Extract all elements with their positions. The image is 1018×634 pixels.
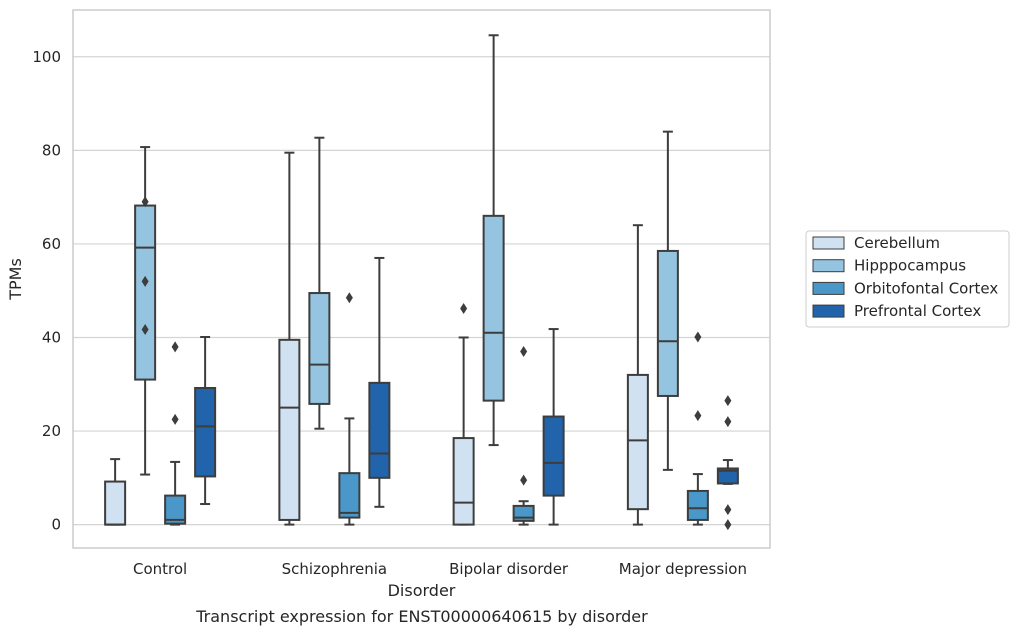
legend-label: Prefrontal Cortex — [854, 302, 981, 320]
box-body — [278, 338, 301, 521]
box-body — [368, 381, 391, 479]
legend-label: Cerebellum — [854, 234, 940, 252]
y-tick-label: 100 — [32, 48, 61, 66]
box-body — [104, 480, 127, 526]
x-tick-label: Control — [133, 560, 187, 578]
plot-frame — [72, 9, 771, 549]
box-body — [194, 387, 217, 478]
box-cerebellum — [278, 151, 301, 526]
outlier-point — [694, 410, 702, 422]
outlier-point — [460, 302, 468, 314]
box-prefrontal-cortex — [194, 336, 217, 506]
box-cerebellum — [452, 302, 475, 526]
box-prefrontal-cortex — [716, 395, 739, 531]
series-orbitofontal-cortex — [164, 292, 709, 526]
y-tick-label: 60 — [42, 235, 61, 253]
box-hipppocampus — [482, 34, 505, 447]
box-hipppocampus — [308, 136, 331, 430]
box-body — [512, 504, 535, 522]
legend: Cerebellum Hipppocampus Orbitofontal Corte… — [805, 230, 1010, 328]
x-tick-label: Bipolar disorder — [449, 560, 569, 578]
box-body — [452, 437, 475, 526]
box-body — [134, 204, 157, 381]
outlier-point — [345, 292, 353, 304]
outlier-point — [724, 504, 732, 516]
box-body — [716, 467, 739, 485]
legend-swatch — [812, 259, 845, 273]
series-prefrontal-cortex — [194, 256, 739, 531]
x-tick-label: Schizophrenia — [282, 560, 387, 578]
legend-frame — [805, 230, 1010, 328]
legend-swatch — [812, 281, 845, 295]
outlier-point — [694, 331, 702, 343]
outlier-point — [724, 519, 732, 531]
box-body — [482, 214, 505, 402]
outlier-point — [141, 196, 149, 208]
y-tick-label: 40 — [42, 328, 61, 346]
outlier-point — [724, 416, 732, 428]
outlier-point — [520, 474, 528, 486]
legend-swatch — [812, 236, 845, 250]
outlier-point — [520, 346, 528, 358]
legend-label: Orbitofontal Cortex — [854, 279, 998, 297]
series-hipppocampus — [134, 34, 679, 476]
box-body — [656, 249, 679, 397]
box-body — [686, 489, 709, 521]
box-orbitofontal-cortex — [512, 346, 535, 526]
box-body — [164, 494, 187, 525]
x-axis-ticks: Control Schizophrenia Bipolar disorder Majo… — [133, 560, 747, 578]
chart-caption: Transcript expression for ENST0000064061… — [195, 607, 648, 626]
box-prefrontal-cortex — [542, 328, 565, 526]
outlier-point — [171, 341, 179, 353]
y-tick-label: 0 — [51, 516, 61, 534]
y-tick-label: 80 — [42, 141, 61, 159]
box-body — [308, 292, 331, 405]
box-cerebellum — [626, 224, 649, 526]
box-plot-series — [104, 34, 739, 531]
box-body — [542, 415, 565, 497]
outlier-point — [171, 413, 179, 425]
box-orbitofontal-cortex — [686, 331, 709, 526]
grid-lines — [73, 56, 770, 526]
box-orbitofontal-cortex — [164, 341, 187, 526]
x-tick-label: Major depression — [619, 560, 747, 578]
outlier-point — [141, 324, 149, 336]
box-body — [626, 373, 649, 511]
y-tick-label: 20 — [42, 422, 61, 440]
box-orbitofontal-cortex — [338, 292, 361, 526]
legend-swatch — [812, 304, 845, 318]
x-axis-title: Disorder — [388, 581, 456, 600]
box-prefrontal-cortex — [368, 256, 391, 508]
y-axis-title: TPMs — [6, 258, 25, 301]
legend-label: Hipppocampus — [854, 257, 966, 275]
box-cerebellum — [104, 458, 127, 526]
outlier-point — [141, 275, 149, 287]
outlier-point — [724, 395, 732, 407]
series-cerebellum — [104, 151, 649, 526]
y-axis-ticks: 0 20 40 60 80 100 — [32, 48, 61, 534]
box-hipppocampus — [656, 130, 679, 471]
box-hipppocampus — [134, 146, 157, 476]
box-body — [338, 472, 361, 519]
